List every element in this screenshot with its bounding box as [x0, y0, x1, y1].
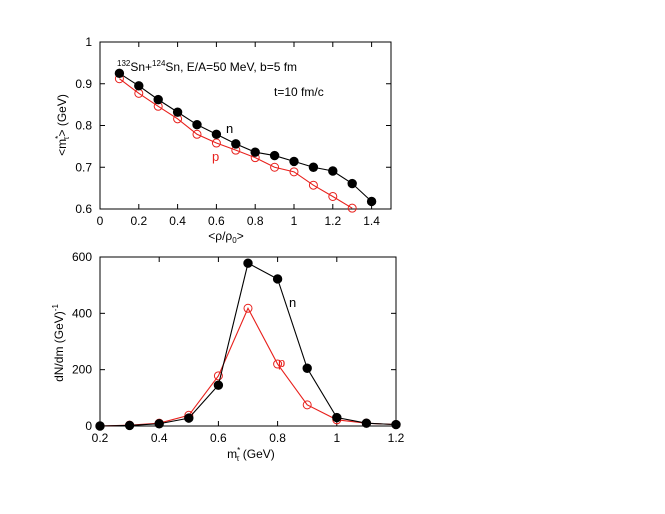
top-x-tick-label: 0.4	[169, 214, 186, 228]
bottom-x-tick-label: 1.2	[388, 431, 405, 445]
bottom-x-tick-label: 0.6	[210, 431, 227, 445]
bottom-x-axis-label: m* τ (GeV)	[227, 446, 275, 463]
bottom-series	[95, 258, 401, 431]
bottom-ticks: 0.2 0.4 0.6 0.8 1 1.2 0 200 400 600	[72, 250, 405, 445]
top-annotation-reaction: 132Sn+124Sn, E/A=50 MeV, b=5 fm	[117, 59, 297, 74]
top-panel: 0 0.2 0.4 0.6 0.8 1 1.2 1.4 0.6 0.7 0.8 0.9 1 132Sn+…	[54, 35, 392, 245]
bottom-series-n-point	[243, 258, 253, 268]
top-x-tick-label: 0.2	[130, 214, 147, 228]
top-series-n-point	[231, 139, 241, 149]
top-x-axis-label: <ρ/ρ0>	[208, 229, 243, 245]
top-series-n-point	[172, 107, 183, 117]
bottom-y-tick-label: 0	[85, 419, 92, 433]
bottom-series-p-point	[273, 359, 283, 369]
top-y-tick-label: 0.7	[75, 160, 92, 174]
top-series-n-point	[308, 162, 319, 172]
bottom-x-tick-label: 0.8	[269, 431, 286, 445]
bottom-y-tick-label: 600	[72, 250, 92, 264]
top-series-n-point	[211, 129, 222, 139]
top-y-tick-label: 0.9	[75, 77, 92, 91]
bottom-series-n-point	[213, 380, 224, 390]
bottom-series-p-point	[302, 400, 312, 410]
top-label-n: n	[226, 121, 233, 136]
top-x-tick-label: 0.8	[247, 214, 264, 228]
bottom-x-tick-label: 0.2	[92, 431, 109, 445]
bottom-series-n-point	[391, 419, 401, 430]
bottom-series-n-point	[184, 413, 194, 423]
top-series-n-point	[347, 178, 357, 189]
top-series-n-point	[134, 81, 144, 91]
top-series-p-point	[192, 129, 202, 139]
bottom-plot-frame	[99, 256, 397, 427]
top-series-n-point	[153, 94, 163, 105]
bottom-series-n-point	[95, 421, 105, 431]
bottom-series-n-point	[361, 418, 372, 428]
top-label-p: p	[212, 149, 219, 164]
top-series-n-point	[289, 156, 299, 167]
top-series-p-line	[119, 78, 353, 209]
top-series-p-point	[270, 162, 280, 172]
bottom-x-tick-label: 1	[333, 431, 340, 445]
bottom-series-p-line	[99, 307, 397, 427]
top-series-n-point	[366, 196, 377, 207]
bottom-y-tick-label: 400	[72, 306, 92, 320]
bottom-series-n-point	[272, 274, 283, 284]
top-ticks: 0 0.2 0.4 0.6 0.8 1 1.2 1.4 0.6 0.7 0.8 0.9 1	[75, 35, 391, 228]
top-series-n-point	[114, 68, 125, 79]
top-y-tick-label: 1	[85, 35, 92, 49]
top-x-tick-label: 1	[291, 214, 298, 228]
bottom-panel: 0.2 0.4 0.6 0.8 1 1.2 0 200 400 600 n p m* τ (GeV)…	[51, 250, 405, 463]
top-series	[114, 68, 377, 213]
top-x-tick-label: 0	[97, 214, 104, 228]
top-series-n-point	[269, 150, 280, 161]
bottom-series-n-line	[99, 262, 397, 427]
top-y-tick-label: 0.6	[75, 202, 92, 216]
bottom-series-n-point	[124, 420, 135, 431]
top-series-n-point	[192, 119, 202, 130]
bottom-y-tick-label: 200	[72, 363, 92, 377]
bottom-y-axis-label: dN/dm (GeV)-1	[51, 304, 66, 382]
top-series-n-point	[328, 166, 338, 176]
top-series-p-point	[328, 191, 338, 201]
bottom-label-n: n	[289, 295, 296, 310]
top-series-p-point	[308, 180, 318, 190]
bottom-series-p-point	[213, 371, 223, 381]
bottom-series-n-point	[154, 419, 164, 429]
bottom-series-n-point	[302, 363, 312, 373]
top-series-p-point	[211, 138, 221, 148]
top-series-p-point	[347, 203, 357, 213]
top-series-n-point	[250, 147, 260, 157]
top-y-tick-label: 0.8	[75, 119, 92, 133]
bottom-series-n-point	[332, 412, 342, 423]
top-series-p-point	[289, 167, 299, 177]
top-y-axis-label: <m*τ> (GeV)	[54, 94, 71, 156]
top-series-n-line	[119, 72, 372, 202]
top-x-tick-label: 0.6	[208, 214, 225, 228]
bottom-series-p-point	[243, 303, 253, 313]
bottom-x-tick-label: 0.4	[151, 431, 168, 445]
top-annotation-time: t=10 fm/c	[274, 85, 324, 99]
top-x-tick-label: 1.4	[363, 214, 380, 228]
top-x-tick-label: 1.2	[324, 214, 341, 228]
bottom-label-p: p	[278, 355, 285, 370]
